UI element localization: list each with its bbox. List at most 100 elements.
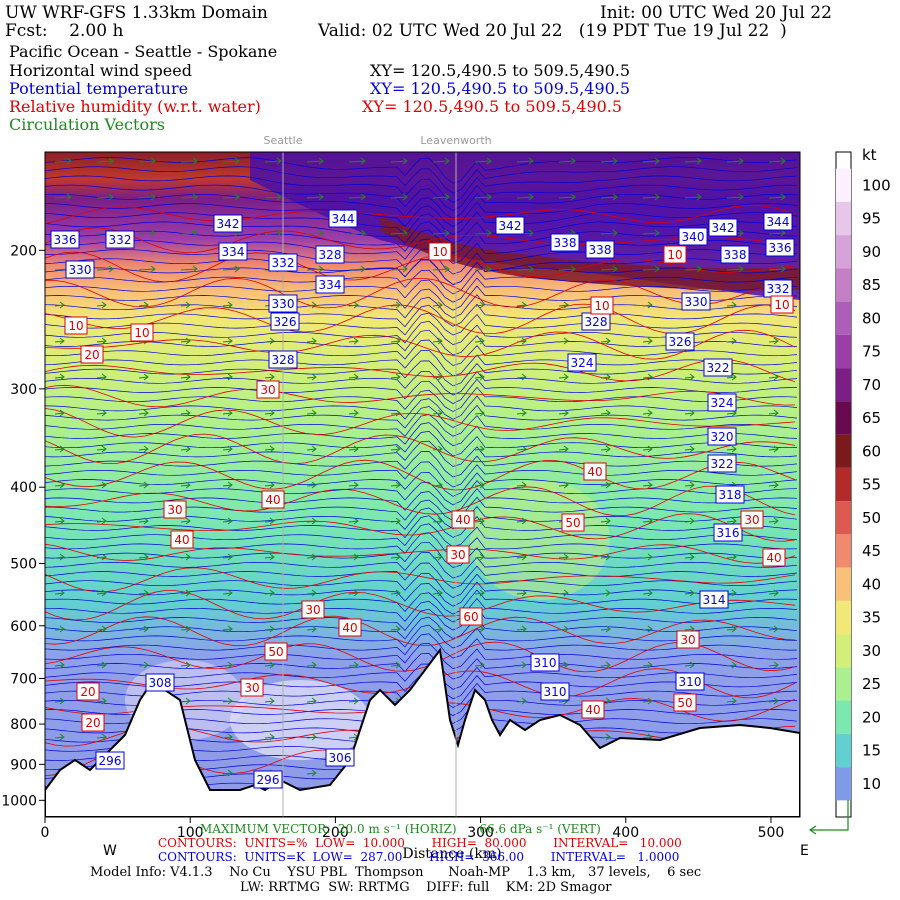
theta-label: 322 — [711, 457, 734, 471]
y-tick-label: 900 — [10, 757, 37, 773]
theta-label: 328 — [585, 315, 608, 329]
rh-label-box — [76, 682, 100, 701]
y-tick-label: 200 — [10, 243, 37, 259]
vector-arrow-head — [437, 625, 443, 633]
vector-arrow-head — [402, 157, 408, 165]
vector-arrow — [768, 628, 779, 631]
theta-label-box — [65, 260, 95, 279]
vector-arrow — [684, 520, 695, 523]
vector-arrow-head — [647, 409, 653, 417]
vector-arrow-head — [143, 445, 149, 453]
vector-arrow — [600, 196, 618, 199]
theta-label: 308 — [149, 676, 172, 690]
vector-arrow-head — [521, 373, 527, 381]
vector-arrow — [684, 628, 695, 631]
vector-arrow — [768, 268, 786, 271]
vector-arrow-head — [185, 445, 191, 453]
theta-contour-line — [45, 515, 798, 539]
theta-contour-info: CONTOURS: UNITS=K LOW= 287.00 HIGH= 366.… — [158, 850, 680, 864]
vector-arrow-head — [269, 409, 275, 417]
rh-label: 40 — [587, 465, 602, 479]
vector-arrow-head — [731, 445, 737, 453]
vector-arrow — [306, 772, 317, 775]
theta-contour-line — [45, 607, 798, 632]
theta-contour-line — [45, 211, 798, 236]
colorbar-swatch — [836, 767, 851, 801]
vector-arrow-head — [731, 373, 737, 381]
vector-arrow — [474, 628, 485, 631]
vector-arrow-head — [227, 445, 233, 453]
vector-arrow-head — [605, 625, 611, 633]
vector-arrow — [600, 160, 618, 163]
colorbar-tick-label: 90 — [862, 243, 881, 261]
vector-arrow — [516, 628, 527, 631]
vector-arrow-head — [311, 337, 317, 345]
vector-arrow — [138, 520, 149, 523]
vector-arrow — [96, 484, 107, 487]
vector-arrow-head — [101, 301, 107, 309]
vector-arrow-head — [269, 481, 275, 489]
vector-arrow — [474, 340, 485, 343]
vector-arrow-head — [192, 265, 198, 273]
vector-arrow — [306, 520, 317, 523]
vector-arrow — [642, 520, 653, 523]
theta-contour-line — [45, 532, 798, 558]
vector-arrow-head — [479, 589, 485, 597]
vector-arrow — [684, 196, 702, 199]
y-tick-label: 700 — [10, 671, 37, 687]
vector-arrow — [600, 232, 618, 235]
vector-arrow — [516, 556, 527, 559]
vector-arrow-head — [59, 589, 65, 597]
colorbar-tick-label: 20 — [862, 708, 881, 726]
vector-arrow — [558, 556, 569, 559]
vector-arrow — [432, 160, 450, 163]
rh-label: 10 — [432, 245, 447, 259]
vector-arrow — [642, 232, 660, 235]
vector-arrow — [222, 484, 233, 487]
vector-arrow — [432, 628, 443, 631]
vector-arrow — [138, 304, 149, 307]
theta-label-box — [213, 214, 243, 233]
vector-arrow — [474, 664, 485, 667]
vector-arrow — [642, 592, 653, 595]
vector-arrow — [600, 556, 611, 559]
vector-arrow — [516, 340, 527, 343]
theta-label: 336 — [54, 233, 77, 247]
vector-arrow — [474, 412, 485, 415]
colorbar-swatch — [836, 268, 851, 302]
vector-arrow-head — [479, 409, 485, 417]
theta-label-box — [325, 748, 355, 767]
theta-contour-line — [45, 488, 798, 514]
vector-arrow-head — [311, 409, 317, 417]
vector-arrow-head — [647, 625, 653, 633]
theta-label-box — [703, 358, 733, 377]
theta-label-box — [720, 245, 750, 264]
vector-arrow-head — [143, 301, 149, 309]
vector-arrow-head — [605, 373, 611, 381]
vector-arrow-head — [479, 373, 485, 381]
vector-arrow — [768, 232, 786, 235]
theta-contour-line — [45, 360, 798, 387]
vector-arrow — [348, 376, 359, 379]
vector-arrow — [600, 412, 611, 415]
vector-arrow — [390, 232, 408, 235]
vector-arrow — [264, 196, 282, 199]
vector-arrow-head — [59, 301, 65, 309]
vector-arrow — [558, 664, 569, 667]
rh-label: 20 — [85, 716, 100, 730]
vector-arrow-head — [185, 373, 191, 381]
vector-arrow-head — [311, 589, 317, 597]
rh-label: 20 — [84, 348, 99, 362]
theta-label-box — [763, 212, 793, 231]
vector-arrow — [726, 700, 737, 703]
vector-arrow — [180, 160, 198, 163]
vector-arrow-head — [59, 733, 65, 741]
vector-arrow-head — [360, 229, 366, 237]
vector-arrow-head — [689, 553, 695, 561]
vector-arrow-head — [654, 229, 660, 237]
theta-contour-line — [45, 349, 798, 377]
vector-arrow — [96, 664, 107, 667]
vector-arrow-head — [738, 265, 744, 273]
vector-arrow — [516, 376, 527, 379]
vector-arrow-head — [521, 409, 527, 417]
